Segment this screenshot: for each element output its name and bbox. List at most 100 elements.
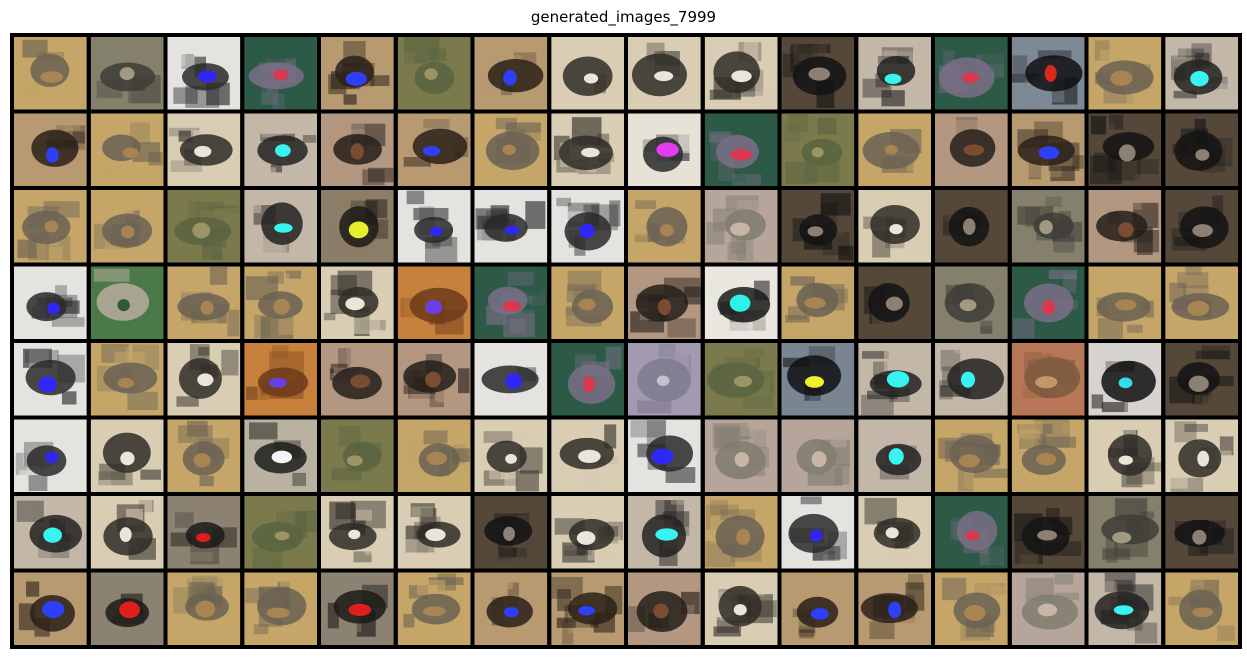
generated-image-tile	[244, 190, 317, 263]
generated-image-tile	[1165, 572, 1238, 645]
generated-image-tile	[551, 266, 624, 339]
generated-image-tile	[781, 419, 855, 492]
generated-image-tile	[474, 266, 548, 339]
generated-image-tile	[397, 343, 471, 416]
generated-image-tile	[90, 266, 164, 339]
generated-image-tile	[628, 113, 701, 186]
generated-image-tile	[90, 37, 164, 110]
generated-image-tile	[90, 419, 164, 492]
generated-image-tile	[858, 496, 931, 569]
generated-image-tile	[397, 496, 471, 569]
generated-image-tile	[397, 190, 471, 263]
generated-image-tile	[167, 343, 241, 416]
generated-image-tile	[781, 37, 855, 110]
generated-image-tile	[935, 496, 1008, 569]
generated-image-tile	[14, 419, 87, 492]
generated-image-tile	[781, 190, 855, 263]
generated-image-tile	[704, 343, 778, 416]
generated-image-tile	[90, 343, 164, 416]
generated-image-tile	[321, 113, 394, 186]
generated-image-tile	[167, 190, 241, 263]
generated-image-tile	[628, 419, 701, 492]
generated-image-tile	[858, 572, 931, 645]
generated-image-tile	[1165, 266, 1238, 339]
generated-image-tile	[1011, 572, 1085, 645]
generated-image-tile	[321, 343, 394, 416]
generated-image-tile	[474, 190, 548, 263]
generated-image-tile	[858, 113, 931, 186]
generated-image-tile	[551, 37, 624, 110]
generated-image-tile	[781, 496, 855, 569]
generated-image-tile	[704, 572, 778, 645]
generated-image-tile	[1011, 419, 1085, 492]
generated-image-tile	[1088, 572, 1162, 645]
generated-image-tile	[1165, 113, 1238, 186]
generated-image-tile	[935, 343, 1008, 416]
generated-image-tile	[474, 419, 548, 492]
generated-image-tile	[551, 419, 624, 492]
generated-image-tile	[474, 113, 548, 186]
generated-image-tile	[628, 266, 701, 339]
generated-image-tile	[321, 572, 394, 645]
generated-image-tile	[551, 343, 624, 416]
generated-image-tile	[1088, 419, 1162, 492]
generated-image-tile	[1011, 266, 1085, 339]
generated-image-tile	[474, 343, 548, 416]
generated-image-tile	[474, 496, 548, 569]
generated-image-tile	[1088, 496, 1162, 569]
generated-image-tile	[244, 266, 317, 339]
generated-image-tile	[167, 496, 241, 569]
generated-image-tile	[474, 37, 548, 110]
generated-image-tile	[858, 343, 931, 416]
generated-image-tile	[1011, 496, 1085, 569]
generated-image-tile	[1011, 37, 1085, 110]
generated-image-tile	[244, 496, 317, 569]
generated-image-tile	[858, 419, 931, 492]
generated-image-tile	[397, 572, 471, 645]
generated-image-tile	[1088, 343, 1162, 416]
generated-image-tile	[167, 37, 241, 110]
generated-image-tile	[858, 190, 931, 263]
generated-image-tile	[781, 266, 855, 339]
generated-image-tile	[781, 343, 855, 416]
generated-image-tile	[14, 496, 87, 569]
generated-image-tile	[551, 496, 624, 569]
generated-image-tile	[1165, 419, 1238, 492]
generated-image-tile	[90, 113, 164, 186]
generated-image-tile	[14, 190, 87, 263]
generated-image-tile	[781, 572, 855, 645]
generated-image-tile	[90, 190, 164, 263]
generated-image-tile	[628, 343, 701, 416]
generated-image-tile	[628, 190, 701, 263]
generated-image-tile	[244, 343, 317, 416]
generated-image-tile	[935, 113, 1008, 186]
generated-image-tile	[397, 113, 471, 186]
generated-image-tile	[1011, 190, 1085, 263]
generated-image-tile	[704, 190, 778, 263]
generated-image-tile	[935, 266, 1008, 339]
generated-image-tile	[1088, 113, 1162, 186]
generated-image-tile	[704, 419, 778, 492]
generated-image-tile	[704, 37, 778, 110]
generated-image-tile	[167, 572, 241, 645]
generated-image-tile	[704, 496, 778, 569]
generated-image-tile	[551, 572, 624, 645]
generated-image-tile	[244, 113, 317, 186]
generated-image-tile	[935, 572, 1008, 645]
generated-image-tile	[935, 190, 1008, 263]
generated-image-tile	[167, 113, 241, 186]
generated-image-tile	[397, 37, 471, 110]
generated-image-tile	[628, 496, 701, 569]
generated-image-tile	[1165, 343, 1238, 416]
generated-image-tile	[167, 266, 241, 339]
generated-image-tile	[704, 113, 778, 186]
generated-image-tile	[1165, 190, 1238, 263]
generated-image-tile	[167, 419, 241, 492]
generated-image-tile	[781, 113, 855, 186]
generated-image-tile	[474, 572, 548, 645]
generated-image-tile	[90, 572, 164, 645]
generated-image-tile	[321, 496, 394, 569]
generated-image-tile	[1088, 37, 1162, 110]
generated-image-tile	[244, 419, 317, 492]
generated-image-tile	[321, 37, 394, 110]
